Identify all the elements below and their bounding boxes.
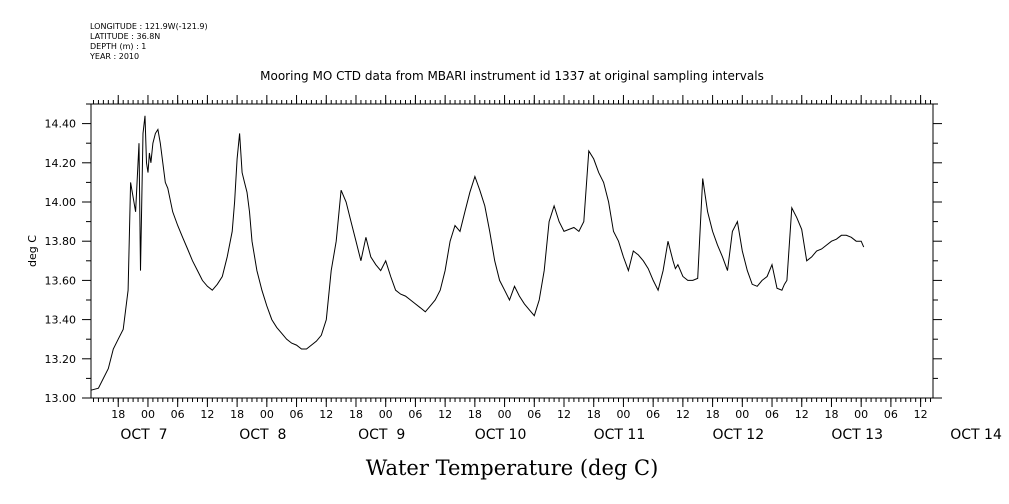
series-line: [90, 115, 865, 391]
plot-frame: [90, 103, 934, 399]
y-axis-label: deg C: [26, 235, 39, 267]
x-tick-label: 18: [111, 408, 125, 421]
x-tick-label: 00: [260, 408, 274, 421]
longitude-label: LONGITUDE : 121.9W(-121.9): [90, 22, 208, 31]
latitude-label: LATITUDE : 36.8N: [90, 32, 161, 41]
x-tick-label: 18: [824, 408, 838, 421]
x-tick-label: 12: [557, 408, 571, 421]
depth-label: DEPTH (m) : 1: [90, 42, 147, 51]
x-date-label: OCT 14: [950, 427, 1002, 443]
y-axis-ticks: 13.00 13.20 13.40 13.60 13.80 14.00 14.20 14.40: [45, 103, 942, 405]
y-tick-label: 13.40: [45, 314, 77, 327]
x-tick-label: 12: [200, 408, 214, 421]
x-tick-label: 00: [379, 408, 393, 421]
x-tick-label: 12: [319, 408, 333, 421]
x-tick-label: 00: [616, 408, 630, 421]
x-tick-label: 12: [914, 408, 928, 421]
y-tick-label: 14.40: [45, 118, 77, 131]
x-date-label: OCT 13: [831, 427, 883, 443]
x-tick-label: 06: [527, 408, 541, 421]
x-tick-label: 06: [290, 408, 304, 421]
x-tick-label: 18: [230, 408, 244, 421]
x-date-label: OCT 12: [712, 427, 764, 443]
y-tick-label: 13.60: [45, 274, 77, 287]
y-tick-label: 14.20: [45, 157, 77, 170]
x-tick-label: 06: [408, 408, 422, 421]
x-axis-ticks: 18 00 06 12 18 00 06 12 18 00 06 12 18 00 06 12 18 00 06 12…: [111, 95, 928, 421]
x-axis-date-labels: OCT 7 OCT 8 OCT 9 OCT 10 OCT 11 OCT 12 OCT 13 O…: [120, 427, 1002, 443]
metadata-block: LONGITUDE : 121.9W(-121.9) LATITUDE : 36…: [90, 22, 208, 62]
x-tick-label: 12: [676, 408, 690, 421]
y-tick-label: 13.80: [45, 235, 77, 248]
x-axis-label: Water Temperature (deg C): [366, 456, 659, 480]
x-tick-label: 00: [735, 408, 749, 421]
x-tick-label: 18: [468, 408, 482, 421]
y-tick-label: 13.20: [45, 353, 77, 366]
x-date-label: OCT 10: [475, 427, 527, 443]
x-tick-label: 12: [438, 408, 452, 421]
y-tick-label: 14.00: [45, 196, 77, 209]
x-tick-label: 06: [765, 408, 779, 421]
x-tick-label: 00: [854, 408, 868, 421]
x-tick-label: 18: [706, 408, 720, 421]
x-tick-label: 12: [795, 408, 809, 421]
y-tick-label: 13.00: [45, 392, 77, 405]
x-tick-label: 06: [171, 408, 185, 421]
x-tick-label: 18: [587, 408, 601, 421]
x-date-label: OCT 9: [358, 427, 405, 443]
x-tick-label: 00: [141, 408, 155, 421]
chart-title: Mooring MO CTD data from MBARI instrumen…: [260, 69, 764, 83]
x-date-label: OCT 11: [594, 427, 646, 443]
x-tick-label: 06: [884, 408, 898, 421]
x-tick-label: 18: [349, 408, 363, 421]
x-date-label: OCT 8: [239, 427, 286, 443]
year-label: YEAR : 2010: [90, 52, 140, 61]
x-tick-label: 06: [646, 408, 660, 421]
x-date-label: OCT 7: [120, 427, 167, 443]
x-tick-label: 00: [498, 408, 512, 421]
